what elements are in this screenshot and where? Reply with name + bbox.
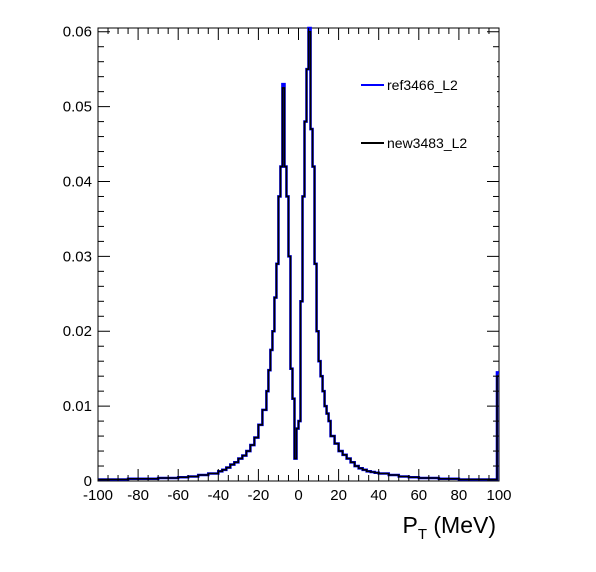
x-tick-label: 80 xyxy=(451,487,468,504)
x-axis-title-unit: (MeV) xyxy=(427,512,496,538)
x-tick-label: -40 xyxy=(207,487,229,504)
legend-box xyxy=(357,56,497,166)
legend-label-ref3466_L2: ref3466_L2 xyxy=(387,77,458,93)
tick-labels-layer: -100 -80 -60 -40 -20 0 20 40 60 80 100 0 0.01 0.02 0.0… xyxy=(63,24,512,504)
legend: ref3466_L2 new3483_L2 xyxy=(357,56,497,166)
y-tick-label: 0.05 xyxy=(63,99,92,116)
y-tick-label: 0.06 xyxy=(63,24,92,41)
x-tick-label: -20 xyxy=(248,487,270,504)
ticks-layer xyxy=(97,28,500,482)
x-tick-label: 60 xyxy=(410,487,427,504)
x-axis-title-subscript: T xyxy=(418,526,427,543)
series-line-new3483_L2 xyxy=(98,30,499,481)
x-axis-title: PT (MeV) xyxy=(402,512,496,543)
x-tick-label: 20 xyxy=(330,487,347,504)
y-tick-label: 0.01 xyxy=(63,398,92,415)
y-tick-label: 0 xyxy=(84,473,92,490)
y-tick-label: 0.02 xyxy=(63,323,92,340)
x-tick-label: -100 xyxy=(83,487,113,504)
series-layer xyxy=(98,26,499,481)
x-tick-label: 100 xyxy=(486,487,511,504)
x-axis-title-main: P xyxy=(402,512,417,538)
x-tick-label: -60 xyxy=(167,487,189,504)
x-tick-label: -80 xyxy=(127,487,149,504)
legend-label-new3483_L2: new3483_L2 xyxy=(387,135,467,151)
x-tick-label: 40 xyxy=(370,487,387,504)
y-tick-label: 0.04 xyxy=(63,173,92,190)
y-tick-label: 0.03 xyxy=(63,248,92,265)
x-tick-label: 0 xyxy=(294,487,302,504)
